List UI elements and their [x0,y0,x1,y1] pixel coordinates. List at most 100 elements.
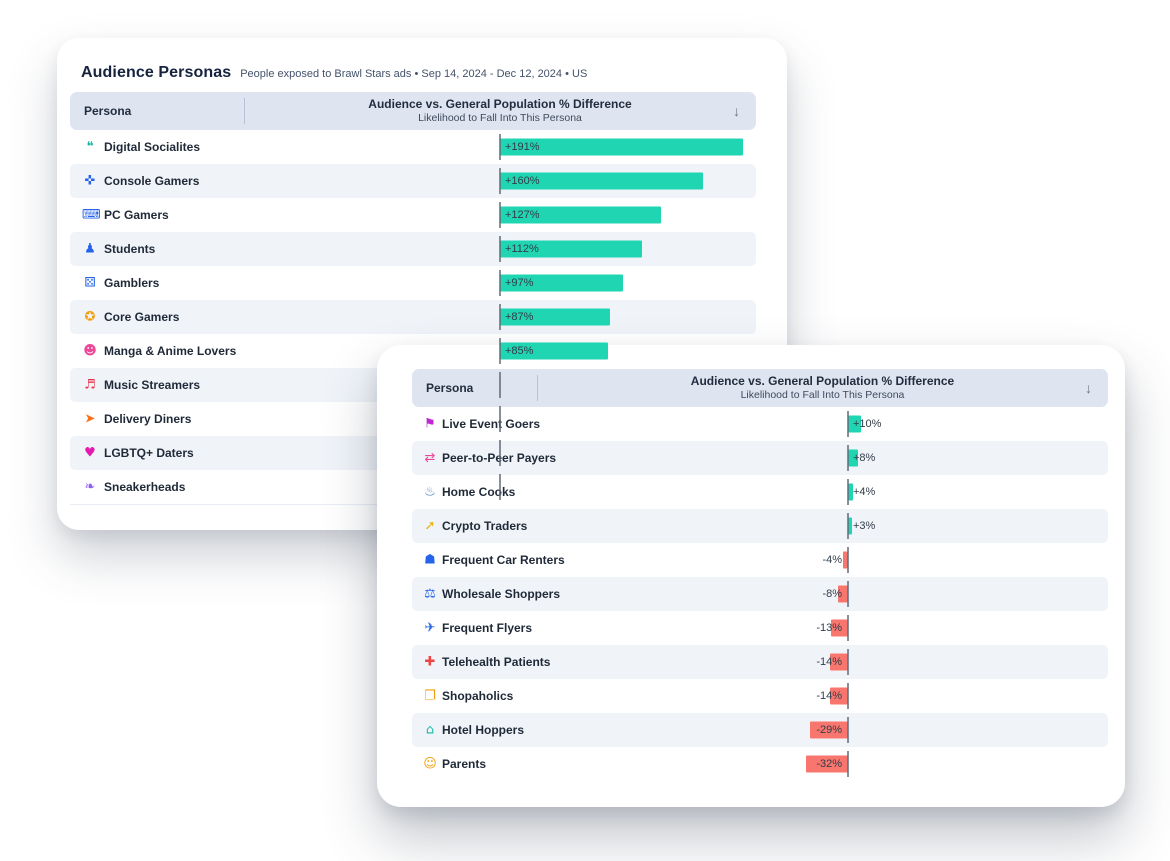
axis-line [847,547,849,573]
value-bar [842,551,848,569]
column-header-persona[interactable]: Persona [84,104,132,118]
heart-icon: ♥ [84,445,96,461]
crypto-chart-icon: ➚ [424,518,436,534]
value-label: +4% [853,486,876,498]
value-bar [500,342,608,360]
table-row[interactable]: ⌨ PC Gamers +127% [70,198,756,232]
axis-line [847,411,849,437]
car-icon: ☗ [424,552,436,568]
table-row[interactable]: ⇄ Peer-to-Peer Payers +8% [412,441,1108,475]
table-row[interactable]: ❧ Sneakerheads [70,470,756,504]
column-header-persona[interactable]: Persona [426,381,474,395]
persona-label: Frequent Car Renters [442,553,565,567]
value-bar [848,415,861,433]
axis-line [499,474,501,500]
sort-descending-icon[interactable]: ↓ [1085,380,1092,396]
persona-label: Shopaholics [442,689,514,703]
table-row[interactable]: ♨ Home Cooks +4% [412,475,1108,509]
table-row[interactable]: ✈ Frequent Flyers -13% [412,611,1108,645]
column-header-value-subtitle: Likelihood to Fall Into This Persona [418,111,582,124]
value-bar [806,755,848,773]
chef-hat-icon: ♨ [424,484,436,500]
column-header-value-title: Audience vs. General Population % Differ… [690,373,955,388]
baby-icon: ☺ [423,756,437,772]
value-bar [848,449,859,467]
persona-label: Wholesale Shoppers [442,587,561,601]
axis-line [499,134,501,160]
value-bar [500,172,704,190]
table-row[interactable]: ☺ Parents -32% [412,747,1108,781]
persona-label: Delivery Diners [104,412,192,426]
value-label: +85% [505,345,534,357]
persona-label: Parents [442,757,487,771]
value-label: +112% [505,243,539,255]
table-row[interactable]: ➚ Crypto Traders +3% [412,509,1108,543]
value-label: +87% [505,311,534,323]
table-row[interactable]: ❒ Shopaholics -14% [412,679,1108,713]
table-body: ⚑ Live Event Goers +10% ⇄ Peer-to-Peer P… [412,407,1108,781]
table-row[interactable]: ☻ Manga & Anime Lovers +85% [70,334,756,368]
axis-line [499,236,501,262]
persona-label: Manga & Anime Lovers [104,344,237,358]
report-filters-subtitle: People exposed to Brawl Stars ads • Sep … [240,68,588,80]
axis-line [847,717,849,743]
audience-personas-card-back: Audience Personas People exposed to Braw… [57,38,787,530]
column-header-value[interactable]: Audience vs. General Population % Differ… [537,369,1108,407]
axis-line [847,649,849,675]
column-header-value-subtitle: Likelihood to Fall Into This Persona [740,388,905,401]
table-row[interactable]: ☗ Frequent Car Renters -4% [412,543,1108,577]
table-row[interactable]: ✪ Core Gamers +87% [70,300,756,334]
value-label: +191% [505,141,540,153]
value-label: +10% [853,418,882,430]
cat-face-icon: ☻ [83,343,97,359]
table-header: Persona Audience vs. General Population … [412,369,1108,407]
laptop-icon: ⌨ [82,207,101,223]
persona-label: Sneakerheads [104,480,186,494]
column-header-value-title: Audience vs. General Population % Differ… [368,96,632,111]
table-row[interactable]: ✚ Telehealth Patients -14% [412,645,1108,679]
persona-label: PC Gamers [104,208,169,222]
value-bar [837,585,848,603]
medical-bag-icon: ✚ [424,654,436,670]
value-bar [831,619,848,637]
speech-bubble-icon: ❝ [86,139,94,155]
axis-line [499,304,501,330]
table-row[interactable]: ✜ Console Gamers +160% [70,164,756,198]
student-icon: ♟ [84,241,96,257]
sneaker-icon: ❧ [84,479,96,495]
axis-line [499,440,501,466]
shopping-bag-icon: ❒ [424,688,436,704]
table-row[interactable]: ❝ Digital Socialites +191% [70,130,756,164]
persona-label: Music Streamers [104,378,201,392]
axis-line [499,202,501,228]
persona-label: Live Event Goers [442,417,541,431]
ticket-icon: ⚑ [424,416,436,432]
medal-icon: ✪ [84,309,96,325]
axis-line [499,168,501,194]
shopping-cart-icon: ⚖ [424,586,436,602]
table-row[interactable]: ♟ Students +112% [70,232,756,266]
column-header-value[interactable]: Audience vs. General Population % Differ… [244,92,756,130]
sort-descending-icon[interactable]: ↓ [733,103,740,119]
page-title: Audience Personas [81,64,232,81]
value-bar [500,138,743,156]
value-label: -14% [816,656,842,668]
music-note-icon: ♬ [84,377,96,393]
value-label: +127% [505,209,540,221]
table-row[interactable]: ⌂ Hotel Hoppers -29% [412,713,1108,747]
value-bar [500,206,662,224]
casino-chip-icon: ⚄ [84,275,96,291]
persona-label: Gamblers [104,276,160,290]
axis-line [847,581,849,607]
table-row[interactable]: ⚑ Live Event Goers +10% [412,407,1108,441]
persona-label: Hotel Hoppers [442,723,525,737]
value-label: -13% [816,622,842,634]
table-row[interactable]: ⚄ Gamblers +97% [70,266,756,300]
value-bar [848,517,852,535]
axis-line [499,372,501,398]
table-row[interactable]: ➤ Delivery Diners [70,402,756,436]
table-row[interactable]: ⚖ Wholesale Shoppers -8% [412,577,1108,611]
persona-label: Console Gamers [104,174,200,188]
delivery-truck-icon: ➤ [84,411,96,427]
